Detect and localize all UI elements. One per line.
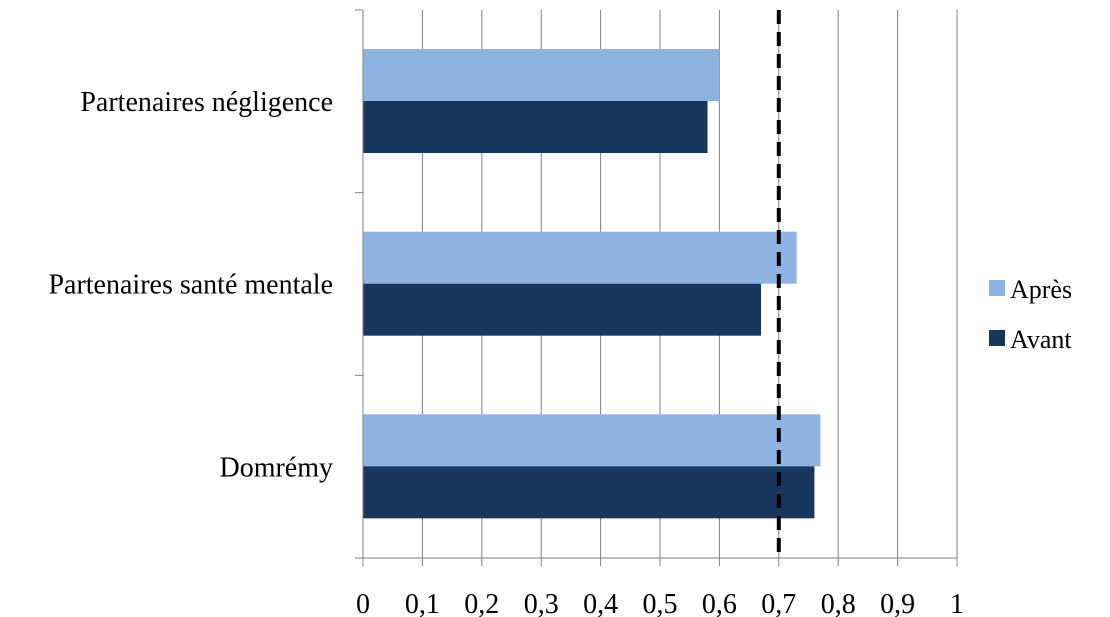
x-tick-label: 0 [356, 589, 370, 617]
legend-swatch [989, 280, 1005, 296]
category-label: Domrémy [219, 452, 333, 483]
axes [355, 9, 958, 566]
x-tick-label: 0,5 [643, 589, 678, 617]
legend-label: Après [1010, 275, 1072, 304]
category-label: Partenaires santé mentale [48, 270, 333, 301]
bar-aprs-1 [363, 49, 720, 101]
x-tick-label: 0,4 [583, 589, 618, 617]
bar-aprs-3 [363, 414, 821, 467]
legend-swatch [989, 330, 1005, 346]
x-tick-label: 0,1 [405, 589, 440, 617]
x-tick-label: 0,8 [821, 589, 856, 617]
bar-avant-2 [363, 283, 761, 336]
legend-label: Avant [1010, 325, 1072, 354]
x-tick-label: 0,9 [880, 589, 915, 617]
x-tick-label: 0,2 [464, 589, 499, 617]
category-label: Partenaires négligence [80, 87, 333, 118]
x-tick-label: 0,3 [524, 589, 559, 617]
bars [363, 49, 821, 519]
bar-avant-1 [363, 101, 708, 153]
bar-aprs-2 [363, 231, 797, 284]
x-tick-labels: 0 0,1 0,2 0,3 0,4 0,5 0,6 0,7 0,8 0,9 1 [356, 589, 964, 617]
x-tick-label: 0,7 [761, 589, 796, 617]
x-tick-label: 1 [950, 589, 964, 617]
legend: Après Avant [989, 275, 1072, 354]
category-labels: Partenaires négligence Partenaires santé … [48, 87, 333, 483]
bar-avant-3 [363, 466, 815, 519]
x-tick-label: 0,6 [702, 589, 737, 617]
